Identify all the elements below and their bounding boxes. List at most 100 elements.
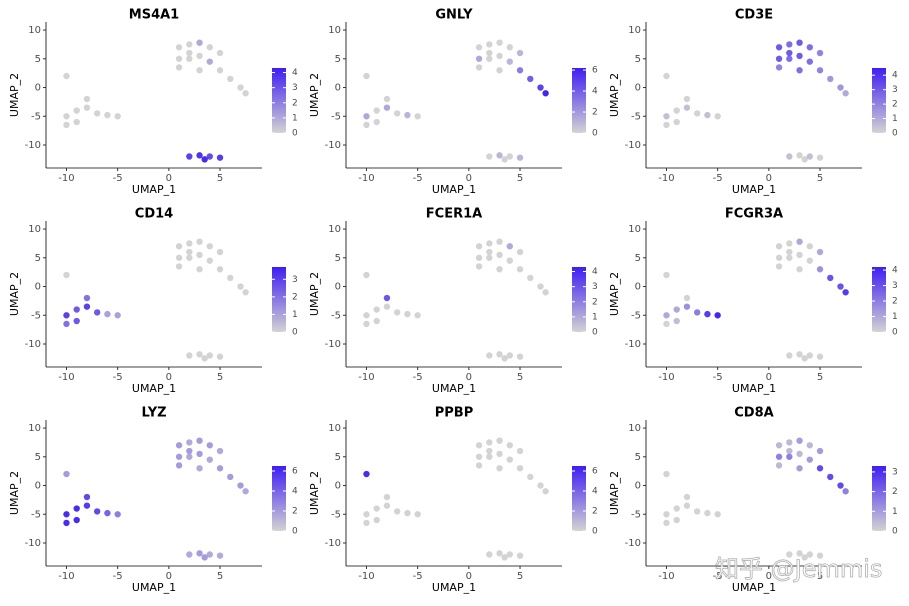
cell-point: [673, 118, 680, 126]
cell-point: [486, 248, 493, 256]
cell-point: [63, 511, 70, 518]
y-tick-label: -10: [25, 538, 41, 549]
colorbar: [572, 68, 586, 133]
colorbar: [572, 466, 586, 531]
x-tick-label: -5: [713, 372, 723, 383]
cell-point: [114, 511, 121, 518]
cell-point: [486, 49, 493, 57]
cell-point: [827, 473, 834, 481]
cell-point: [683, 104, 691, 111]
watermark: 知乎 @Jemmis: [715, 555, 882, 583]
panel: CD14 -10 -5 0 5 -10 -5 0 5 10 UMAP_1 UMAP_2 0 1 2 3: [8, 207, 298, 396]
x-tick-label: 0: [466, 372, 472, 383]
y-tick-label: -5: [331, 310, 341, 321]
colorbar-tick-label: 1: [892, 507, 898, 517]
y-tick-label: 0: [35, 282, 41, 293]
cell-point: [196, 52, 203, 60]
cell-point: [196, 450, 203, 458]
cell-point: [373, 317, 380, 325]
y-tick-label: -5: [31, 509, 41, 520]
colorbar-tick-label: 1: [892, 114, 898, 124]
cell-point: [73, 107, 80, 114]
cell-point: [506, 551, 513, 558]
cell-point: [201, 355, 208, 362]
y-tick-label: 10: [328, 423, 341, 434]
cell-point: [196, 465, 203, 472]
cell-point: [373, 306, 380, 313]
cell-point: [486, 453, 493, 460]
cell-point: [73, 306, 80, 313]
y-tick-label: -5: [631, 310, 641, 321]
cell-point: [704, 310, 711, 318]
colorbar-tick-label: 3: [892, 467, 898, 477]
panel-title: FCGR3A: [725, 207, 783, 222]
y-tick-label: 5: [635, 253, 641, 264]
colorbar-tick-label: 0: [592, 328, 598, 338]
x-tick-label: 0: [766, 372, 772, 383]
colorbar-tick-label: 0: [592, 527, 598, 537]
cell-point: [693, 508, 701, 515]
cell-point: [486, 254, 493, 261]
cell-point: [516, 248, 524, 256]
x-tick-label: -5: [113, 571, 123, 582]
y-tick-label: 5: [35, 54, 41, 65]
cell-point: [542, 488, 549, 495]
colorbar-tick-label: 3: [892, 281, 898, 291]
cell-point: [486, 240, 493, 247]
x-tick-label: 0: [766, 173, 772, 184]
x-tick-label: -10: [58, 571, 74, 582]
panel-title: PPBP: [435, 406, 474, 421]
cell-point: [186, 254, 193, 261]
cell-point: [63, 72, 70, 80]
cell-point: [363, 511, 370, 518]
cell-point: [83, 294, 91, 302]
cell-point: [63, 320, 70, 328]
cell-point: [227, 274, 234, 282]
cell-point: [516, 266, 524, 273]
cell-point: [186, 352, 193, 359]
cell-point: [537, 482, 544, 489]
colorbar-tick-label: 2: [892, 100, 898, 110]
cell-point: [186, 439, 193, 446]
y-tick-label: -5: [631, 111, 641, 122]
y-tick-label: 10: [628, 224, 641, 235]
cell-point: [683, 303, 691, 310]
x-tick-label: -10: [58, 372, 74, 383]
y-tick-label: 0: [635, 83, 641, 94]
x-tick-label: -5: [713, 571, 723, 582]
cell-point: [63, 312, 70, 319]
cell-point: [363, 470, 370, 478]
cell-point: [227, 75, 234, 83]
cell-point: [806, 456, 813, 463]
x-axis-label: UMAP_1: [132, 581, 176, 594]
colorbar-tick-label: 4: [892, 71, 898, 81]
y-tick-label: -5: [331, 509, 341, 520]
cell-point: [404, 509, 411, 517]
y-axis-label: UMAP_2: [608, 471, 621, 515]
x-tick-label: -5: [113, 372, 123, 383]
colorbar: [572, 267, 586, 332]
cell-point: [837, 283, 844, 290]
x-tick-label: -5: [413, 571, 423, 582]
y-axis-label: UMAP_2: [308, 471, 321, 515]
cell-point: [475, 44, 483, 51]
x-tick-label: 0: [166, 173, 172, 184]
cell-point: [801, 156, 808, 163]
y-tick-label: -10: [625, 339, 641, 350]
cell-point: [775, 254, 783, 261]
cell-point: [506, 456, 513, 463]
cell-point: [496, 266, 503, 273]
x-axis-label: UMAP_1: [432, 183, 476, 196]
cell-point: [242, 488, 249, 495]
cell-point: [216, 154, 224, 161]
cell-point: [237, 283, 244, 290]
cell-point: [83, 502, 91, 509]
cell-point: [216, 552, 224, 559]
x-tick-label: -10: [358, 571, 374, 582]
cell-point: [73, 516, 80, 524]
panel-title: GNLY: [435, 8, 473, 23]
cell-point: [775, 442, 783, 449]
cell-point: [673, 505, 680, 512]
y-axis-label: UMAP_2: [608, 73, 621, 117]
y-axis-label: UMAP_2: [308, 272, 321, 316]
